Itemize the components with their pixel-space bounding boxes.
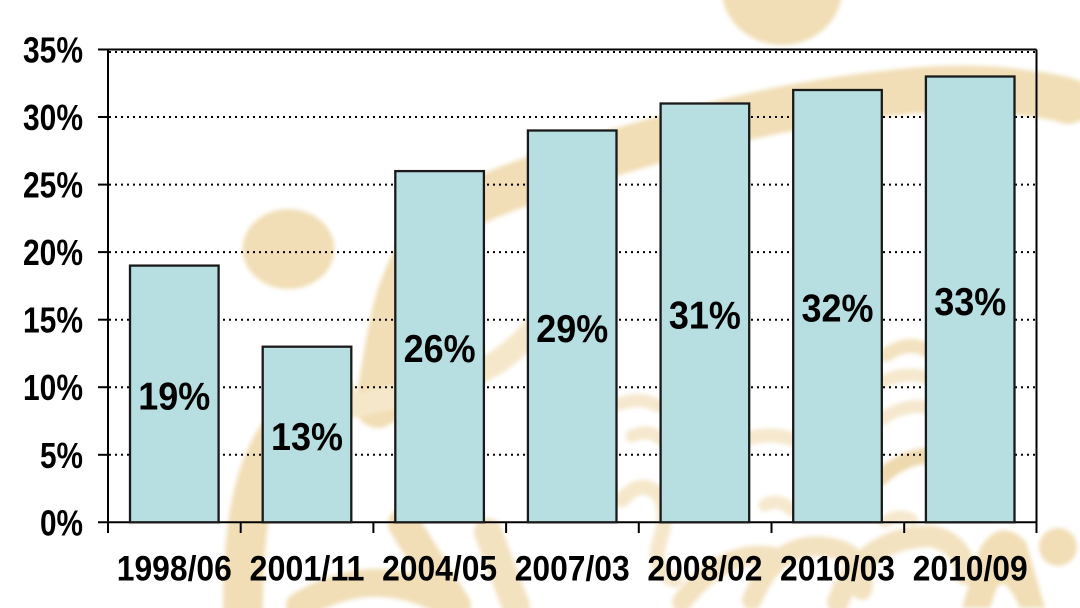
svg-text:20%: 20% [23,232,83,273]
svg-text:29%: 29% [536,308,608,351]
svg-text:5%: 5% [40,435,83,476]
svg-text:33%: 33% [934,281,1006,324]
svg-text:19%: 19% [138,375,210,418]
svg-text:32%: 32% [802,288,874,331]
svg-text:13%: 13% [271,416,343,459]
svg-text:2001/11: 2001/11 [250,548,365,588]
svg-text:2010/03: 2010/03 [780,548,895,588]
svg-text:2010/09: 2010/09 [913,548,1028,588]
svg-text:15%: 15% [23,300,83,341]
svg-text:2004/05: 2004/05 [382,548,497,588]
svg-text:2007/03: 2007/03 [515,548,630,588]
svg-text:25%: 25% [23,165,83,206]
svg-text:2008/02: 2008/02 [647,548,762,588]
svg-text:1998/06: 1998/06 [117,548,232,588]
svg-text:31%: 31% [669,294,741,337]
svg-text:35%: 35% [23,30,83,71]
svg-text:0%: 0% [40,502,83,543]
svg-text:26%: 26% [404,328,476,371]
svg-text:10%: 10% [23,367,83,408]
svg-text:30%: 30% [23,97,83,138]
